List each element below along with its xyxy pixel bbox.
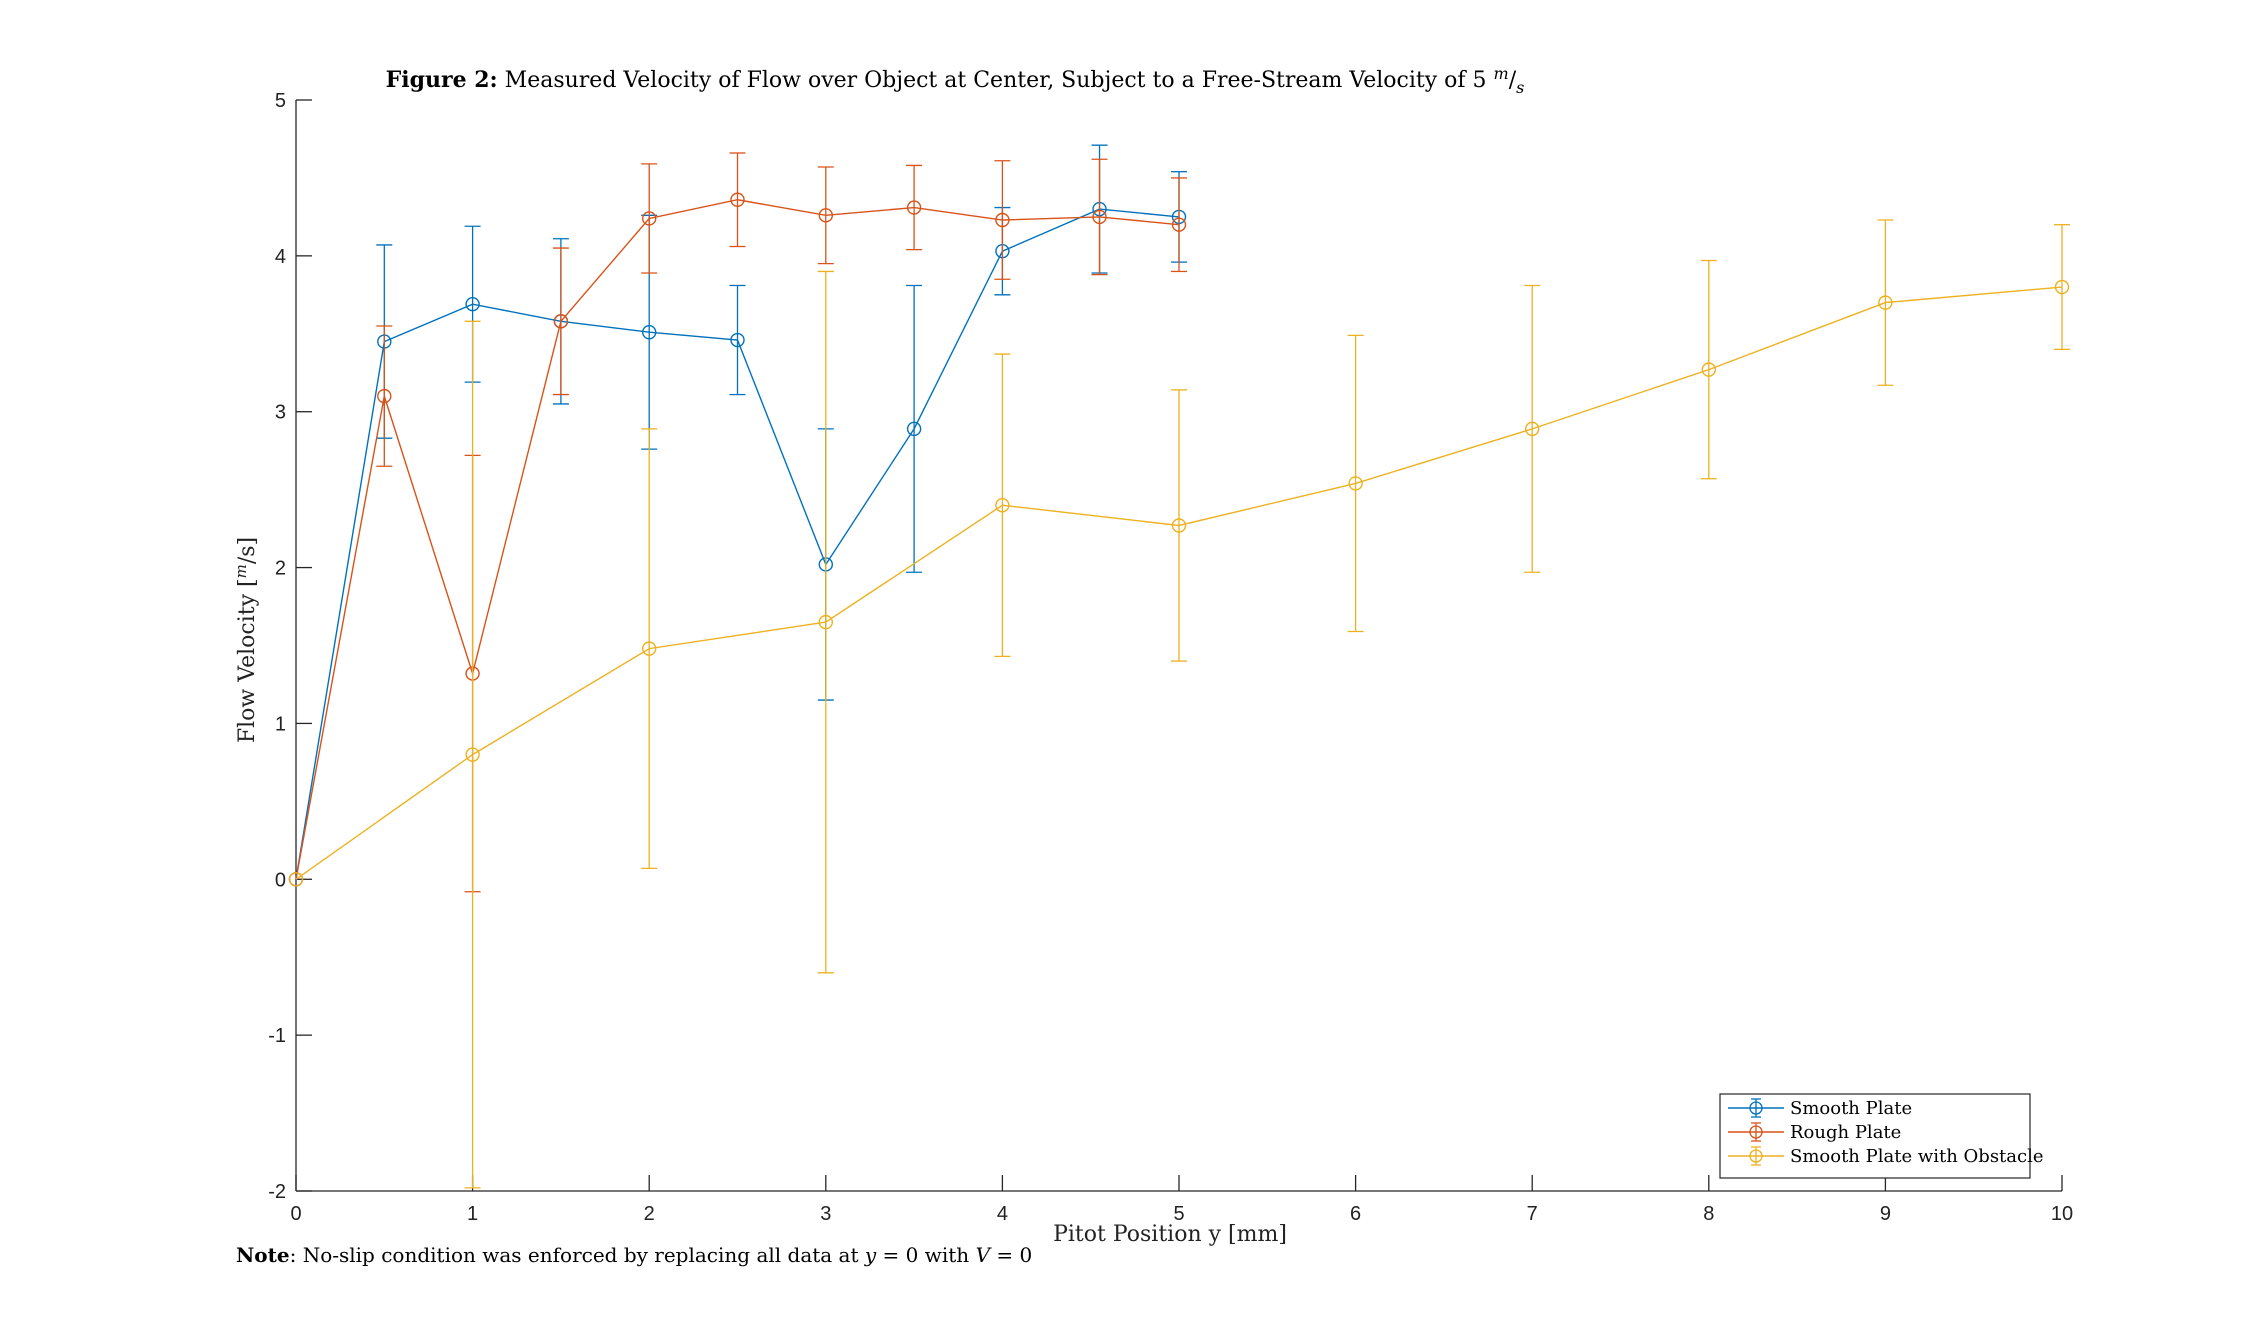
data-point: [2054, 279, 2070, 295]
data-point: [1348, 476, 1363, 491]
legend-item: Smooth Plate with Obstacle: [1728, 1146, 2044, 1167]
footnote: Note: No-slip condition was enforced by …: [236, 1243, 1032, 1267]
data-point: [730, 332, 745, 348]
series-smooth-plate-with-obstacle: [288, 219, 2070, 1189]
data-point: [818, 208, 833, 223]
legend-label: Smooth Plate with Obstacle: [1790, 1146, 2044, 1167]
y-tick-label: 4: [275, 246, 286, 268]
series-smooth-plate: [288, 144, 1187, 887]
y-tick-label: -2: [268, 1181, 286, 1203]
y-axis-label-unit: m: [232, 564, 250, 578]
chart-title-unit-m: m: [1494, 64, 1509, 83]
data-point: [642, 641, 657, 656]
y-axis-label-rest: /s]: [235, 537, 260, 564]
legend-item: Smooth Plate: [1728, 1098, 1912, 1119]
x-tick-label: 7: [1527, 1203, 1538, 1225]
y-tick-label: 0: [275, 869, 286, 891]
y-axis-label: Flow Velocity [m/s]: [232, 537, 260, 743]
chart-title-unit-sep: /: [1509, 68, 1517, 93]
legend-marker: [1749, 1101, 1763, 1115]
x-tick-label: 8: [1703, 1203, 1714, 1225]
legend-label: Rough Plate: [1790, 1122, 1901, 1143]
data-point: [1878, 295, 1893, 310]
data-point: [1171, 518, 1187, 533]
footnote-eq2: = 0: [990, 1243, 1032, 1267]
data-point: [730, 192, 745, 207]
y-tick-label: 5: [275, 90, 286, 112]
x-tick-label: 6: [1350, 1203, 1361, 1225]
y-axis-ticks: -2 -1 0 1 2 3 4 5: [268, 90, 312, 1203]
y-tick-label: 3: [275, 402, 286, 424]
x-axis-ticks: 0 1 2 3 4 5 6 7 8 9 10: [290, 1175, 2073, 1225]
x-axis-label: Pitot Position y [mm]: [1053, 1222, 1287, 1247]
legend-marker: [1749, 1125, 1763, 1139]
legend: Smooth Plate Rough Plate Smooth Plate with…: [1719, 1093, 2044, 1179]
chart-title-main: Measured Velocity of Flow over Object at…: [505, 68, 1487, 93]
y-axis-label-main: Flow Velocity [: [235, 578, 260, 743]
x-tick-label: 10: [2051, 1203, 2073, 1225]
y-tick-label: 2: [275, 558, 286, 580]
data-point: [906, 421, 922, 437]
data-point: [1171, 217, 1187, 232]
footnote-text: : No-slip condition was enforced by repl…: [290, 1243, 865, 1267]
legend-item: Rough Plate: [1728, 1122, 1901, 1143]
data-point: [465, 747, 480, 762]
footnote-eq1: = 0 with: [876, 1243, 975, 1267]
data-point: [995, 212, 1010, 228]
data-point: [288, 872, 304, 887]
x-tick-label: 9: [1880, 1203, 1891, 1225]
y-tick-label: -1: [268, 1025, 286, 1047]
footnote-v: V: [976, 1243, 993, 1267]
series-rough-plate: [288, 152, 1187, 893]
footnote-y: y: [864, 1243, 877, 1267]
data-point: [995, 498, 1010, 513]
data-point: [906, 200, 922, 215]
series-layer: [288, 144, 2070, 1189]
x-tick-label: 4: [997, 1203, 1008, 1225]
data-point: [1524, 421, 1540, 437]
chart-title-unit-s: s: [1516, 78, 1524, 97]
x-tick-label: 2: [644, 1203, 655, 1225]
data-point: [1701, 362, 1717, 377]
data-point: [377, 388, 392, 404]
x-tick-label: 5: [1173, 1203, 1184, 1225]
data-point: [642, 211, 657, 226]
chart-title-bold: Figure 2:: [386, 67, 498, 93]
data-point: [553, 314, 569, 329]
data-point: [642, 325, 657, 340]
footnote-bold: Note: [236, 1243, 290, 1267]
legend-marker: [1749, 1149, 1763, 1163]
chart-title: Figure 2: Measured Velocity of Flow over…: [386, 64, 1525, 97]
x-tick-label: 0: [290, 1203, 301, 1225]
x-tick-label: 1: [467, 1203, 478, 1225]
data-point: [465, 296, 480, 312]
legend-label: Smooth Plate: [1790, 1098, 1912, 1119]
y-tick-label: 1: [275, 713, 286, 735]
data-point: [1092, 209, 1107, 225]
data-point: [818, 614, 833, 630]
x-tick-label: 3: [820, 1203, 831, 1225]
